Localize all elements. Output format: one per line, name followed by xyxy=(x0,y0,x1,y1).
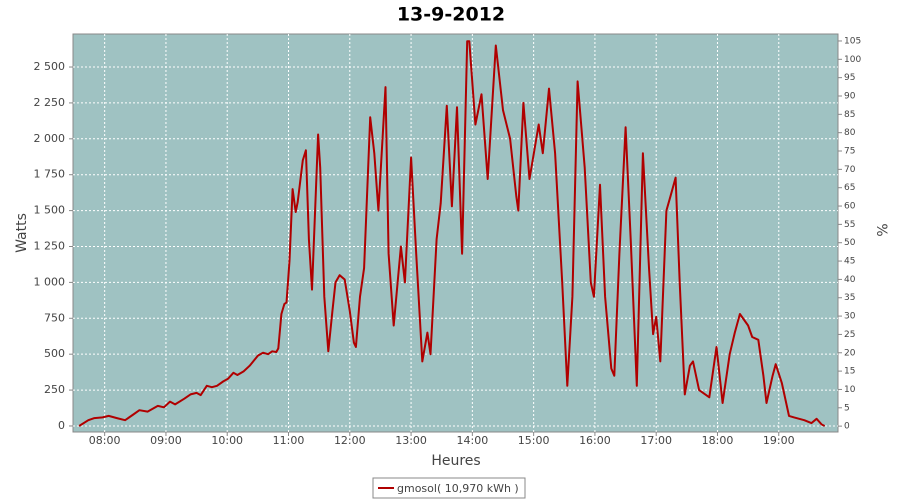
x-tick-label: 10:00 xyxy=(211,434,243,447)
y2-tick-label: 35 xyxy=(844,293,855,303)
y2-axis-title: % xyxy=(873,223,889,236)
y2-tick-label: 15 xyxy=(844,367,855,377)
y2-tick-label: 50 xyxy=(844,238,856,248)
y2-tick-label: 45 xyxy=(844,257,855,267)
x-tick-label: 18:00 xyxy=(702,434,734,447)
y2-tick-label: 20 xyxy=(844,348,856,358)
y-tick-label: 250 xyxy=(44,383,65,396)
x-tick-label: 09:00 xyxy=(150,434,182,447)
y2-tick-label: 70 xyxy=(844,165,856,175)
y-tick-label: 2 000 xyxy=(34,132,66,145)
y2-tick-label: 85 xyxy=(844,110,855,120)
x-tick-label: 16:00 xyxy=(579,434,611,447)
x-tick-label: 12:00 xyxy=(334,434,366,447)
chart-title: 13-9-2012 xyxy=(397,4,505,26)
x-tick-label: 11:00 xyxy=(273,434,305,447)
y2-tick-label: 25 xyxy=(844,330,855,340)
y-tick-label: 750 xyxy=(44,311,65,324)
y-tick-label: 2 500 xyxy=(34,60,66,73)
y2-tick-label: 90 xyxy=(844,91,856,101)
y-tick-label: 1 500 xyxy=(34,204,66,217)
y-tick-label: 1 250 xyxy=(34,239,66,252)
x-tick-label: 17:00 xyxy=(640,434,672,447)
y2-tick-label: 75 xyxy=(844,147,855,157)
y2-tick-label: 30 xyxy=(844,312,856,322)
y-tick-label: 500 xyxy=(44,347,65,360)
y2-tick-label: 60 xyxy=(844,202,856,212)
data-line xyxy=(78,40,826,427)
legend-label: gmosol( 10,970 kWh ) xyxy=(397,482,519,495)
y-tick-label: 2 250 xyxy=(34,96,66,109)
x-tick-label: 13:00 xyxy=(395,434,427,447)
y-tick-label: 1 750 xyxy=(34,168,66,181)
y2-tick-label: 100 xyxy=(844,55,861,65)
plot-area xyxy=(72,33,839,433)
x-axis-title: Heures xyxy=(431,453,480,469)
y2-tick-label: 105 xyxy=(844,36,861,46)
y-tick-label: 0 xyxy=(58,419,65,432)
y2-tick-label: 0 xyxy=(844,422,850,432)
y2-tick-label: 10 xyxy=(844,385,856,395)
x-tick-label: 15:00 xyxy=(518,434,550,447)
y-tick-label: 1 000 xyxy=(34,275,66,288)
y2-tick-label: 95 xyxy=(844,73,855,83)
x-tick-label: 14:00 xyxy=(457,434,489,447)
y2-tick-label: 5 xyxy=(844,403,850,413)
y2-tick-label: 40 xyxy=(844,275,856,285)
y-axis-title: Watts xyxy=(14,213,30,253)
x-tick-label: 08:00 xyxy=(89,434,121,447)
y2-tick-label: 55 xyxy=(844,220,855,230)
x-tick-label: 19:00 xyxy=(763,434,795,447)
y2-tick-label: 65 xyxy=(844,183,855,193)
y2-tick-label: 80 xyxy=(844,128,856,138)
legend xyxy=(372,477,526,499)
